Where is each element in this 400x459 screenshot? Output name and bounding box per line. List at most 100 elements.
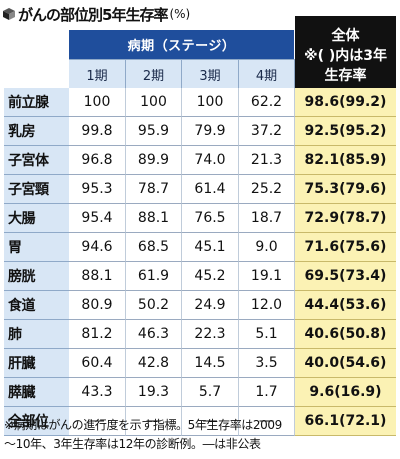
stage-value: 95.3 <box>69 175 126 204</box>
stage-value: 18.7 <box>239 204 295 233</box>
table-row: 胃 94.6 68.5 45.1 9.0 71.6(75.6) <box>4 233 396 262</box>
stage-value: 62.2 <box>239 88 295 117</box>
table-row: 子宮頸 95.3 78.7 61.4 25.2 75.3(79.6) <box>4 175 396 204</box>
stage-value: ― <box>69 407 126 436</box>
stage-value: 12.0 <box>239 291 295 320</box>
site-label: 膀胱 <box>4 262 69 291</box>
stage-column-header: 3期 <box>182 59 239 88</box>
site-label: 全部位 <box>4 407 69 436</box>
stage-value: 61.4 <box>182 175 239 204</box>
stage-value: 60.4 <box>69 349 126 378</box>
stage-value: 78.7 <box>126 175 182 204</box>
table-row: 食道 80.9 50.2 24.9 12.0 44.4(53.6) <box>4 291 396 320</box>
overall-value: 66.1(72.1) <box>295 407 396 436</box>
stage-value: ― <box>239 407 295 436</box>
stage-value: 19.3 <box>126 378 182 407</box>
stage-value: 42.8 <box>126 349 182 378</box>
overall-value: 9.6(16.9) <box>295 378 396 407</box>
site-label: 子宮体 <box>4 146 69 175</box>
stage-value: 68.5 <box>126 233 182 262</box>
stage-value: 94.6 <box>69 233 126 262</box>
stage-value: 1.7 <box>239 378 295 407</box>
overall-value: 72.9(78.7) <box>295 204 396 233</box>
stage-value: 19.1 <box>239 262 295 291</box>
stage-value: 45.1 <box>182 233 239 262</box>
table-row: 前立腺 100 100 100 62.2 98.6(99.2) <box>4 88 396 117</box>
stage-value: 96.8 <box>69 146 126 175</box>
site-label: 胃 <box>4 233 69 262</box>
stage-value: 74.0 <box>182 146 239 175</box>
stage-value: 100 <box>126 88 182 117</box>
overall-value: 40.0(54.6) <box>295 349 396 378</box>
stage-value: 45.2 <box>182 262 239 291</box>
table-row: 肝臓 60.4 42.8 14.5 3.5 40.0(54.6) <box>4 349 396 378</box>
table-row: 肺 81.2 46.3 22.3 5.1 40.6(50.8) <box>4 320 396 349</box>
stage-value: 80.9 <box>69 291 126 320</box>
stage-value: 5.7 <box>182 378 239 407</box>
cube-icon <box>3 8 15 20</box>
stage-value: 88.1 <box>126 204 182 233</box>
overall-value: 44.4(53.6) <box>295 291 396 320</box>
stage-value: 3.5 <box>239 349 295 378</box>
footnote: ※病期はがんの進行度を示す指標。5年生存率は2009 ～10年、3年生存率は12… <box>4 416 396 454</box>
stage-group-header: 病期（ステージ） <box>69 30 295 59</box>
table-row: 全部位 ― ― ― ― 66.1(72.1) <box>4 407 396 436</box>
site-label: 大腸 <box>4 204 69 233</box>
table-row: 子宮体 96.8 89.9 74.0 21.3 82.1(85.9) <box>4 146 396 175</box>
stage-value: 61.9 <box>126 262 182 291</box>
stage-value: 50.2 <box>126 291 182 320</box>
footnote-line: ～10年、3年生存率は12年の診断例。―は非公表 <box>4 437 261 451</box>
stage-value: ― <box>126 407 182 436</box>
overall-value: 40.6(50.8) <box>295 320 396 349</box>
stage-value: 89.9 <box>126 146 182 175</box>
site-label: 肝臓 <box>4 349 69 378</box>
overall-value: 82.1(85.9) <box>295 146 396 175</box>
stage-value: 24.9 <box>182 291 239 320</box>
title-text: がんの部位別5年生存率 <box>18 5 168 24</box>
stage-column-header: 1期 <box>69 59 126 88</box>
stage-value: 5.1 <box>239 320 295 349</box>
title-unit: (%) <box>169 7 191 21</box>
stage-value: 95.9 <box>126 117 182 146</box>
stage-value: 37.2 <box>239 117 295 146</box>
chart-title: がんの部位別5年生存率 (%) <box>2 2 190 26</box>
stage-value: 95.4 <box>69 204 126 233</box>
stage-value: 21.3 <box>239 146 295 175</box>
stage-value: 14.5 <box>182 349 239 378</box>
table-row: 膀胱 88.1 61.9 45.2 19.1 69.5(73.4) <box>4 262 396 291</box>
overall-value: 69.5(73.4) <box>295 262 396 291</box>
overall-value: 92.5(95.2) <box>295 117 396 146</box>
site-label: 乳房 <box>4 117 69 146</box>
overall-value: 75.3(79.6) <box>295 175 396 204</box>
stage-value: 46.3 <box>126 320 182 349</box>
overall-header: 全体 ※( )内は3年 生存率 <box>295 16 396 88</box>
stage-value: 99.8 <box>69 117 126 146</box>
stage-column-header: 4期 <box>239 59 295 88</box>
stage-value: 81.2 <box>69 320 126 349</box>
stage-column-header: 2期 <box>126 59 182 88</box>
table-row: 大腸 95.4 88.1 76.5 18.7 72.9(78.7) <box>4 204 396 233</box>
site-label: 膵臓 <box>4 378 69 407</box>
site-label: 子宮頸 <box>4 175 69 204</box>
table-row: 膵臓 43.3 19.3 5.7 1.7 9.6(16.9) <box>4 378 396 407</box>
stage-value: 100 <box>182 88 239 117</box>
footnote-line: ※病期はがんの進行度を示す指標。5年生存率は2009 <box>4 418 282 432</box>
stage-value: 22.3 <box>182 320 239 349</box>
stage-value: 76.5 <box>182 204 239 233</box>
overall-header-line: 全体 <box>331 28 360 44</box>
stage-value: 88.1 <box>69 262 126 291</box>
stage-value: ― <box>182 407 239 436</box>
stage-value: 9.0 <box>239 233 295 262</box>
overall-header-line: 生存率 <box>324 68 367 84</box>
stage-value: 25.2 <box>239 175 295 204</box>
table-row: 乳房 99.8 95.9 79.9 37.2 92.5(95.2) <box>4 117 396 146</box>
stage-value: 43.3 <box>69 378 126 407</box>
overall-value: 98.6(99.2) <box>295 88 396 117</box>
stage-value: 79.9 <box>182 117 239 146</box>
site-label: 前立腺 <box>4 88 69 117</box>
site-label: 肺 <box>4 320 69 349</box>
overall-header-line: ※( )内は3年 <box>303 48 388 64</box>
stage-value: 100 <box>69 88 126 117</box>
site-label: 食道 <box>4 291 69 320</box>
header-blank <box>4 30 69 88</box>
